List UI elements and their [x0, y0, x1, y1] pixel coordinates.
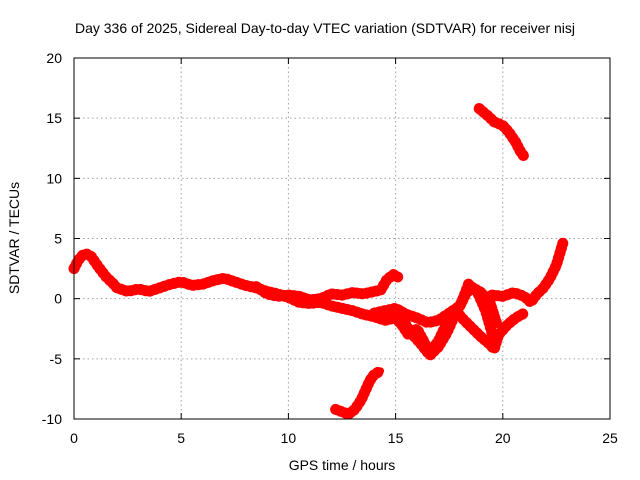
y-axis-label: SDTVAR / TECUs	[6, 182, 22, 294]
y-tick-label: -10	[42, 411, 62, 427]
x-tick-label: 0	[70, 430, 78, 446]
x-tick-labels: 0 5 10 15 20 25	[70, 430, 618, 446]
series-isolated-high-texture	[473, 103, 530, 163]
series-upper-band-texture	[250, 269, 404, 306]
y-tick-label: 0	[54, 291, 62, 307]
series-isolated-low-texture	[330, 365, 387, 420]
x-axis-label: GPS time / hours	[289, 457, 396, 473]
series-lower-crossing-b-texture	[390, 278, 500, 361]
series-rise-end-texture	[486, 237, 569, 308]
x-tick-label: 20	[495, 430, 511, 446]
y-tick-label: 5	[54, 231, 62, 247]
x-tick-label: 15	[388, 430, 404, 446]
y-tick-label: 15	[46, 110, 62, 126]
y-tick-label: 10	[46, 170, 62, 186]
x-tick-label: 10	[281, 430, 297, 446]
gridlines	[74, 58, 610, 419]
axis-ticks	[73, 57, 611, 420]
chart-title: Day 336 of 2025, Sidereal Day-to-day VTE…	[75, 20, 575, 36]
x-tick-label: 25	[602, 430, 618, 446]
y-tick-label: 20	[46, 50, 62, 66]
x-tick-label: 5	[177, 430, 185, 446]
y-tick-label: -5	[50, 351, 63, 367]
y-tick-labels: -10 -5 0 5 10 15 20	[42, 50, 62, 427]
data-series	[68, 103, 569, 420]
